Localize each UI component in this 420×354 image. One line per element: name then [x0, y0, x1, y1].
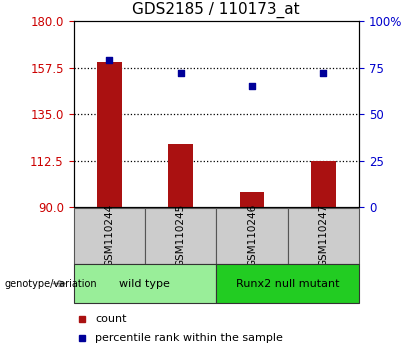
Text: genotype/variation: genotype/variation	[4, 279, 97, 289]
Text: wild type: wild type	[119, 279, 171, 289]
Bar	[311, 161, 336, 207]
Text: GSM110244: GSM110244	[104, 204, 114, 267]
Text: Runx2 null mutant: Runx2 null mutant	[236, 279, 339, 289]
Bar	[216, 264, 359, 303]
Text: percentile rank within the sample: percentile rank within the sample	[95, 333, 283, 343]
Text: GSM110247: GSM110247	[318, 204, 328, 267]
Bar	[168, 144, 193, 207]
Bar	[216, 208, 288, 264]
Bar	[145, 208, 216, 264]
Point	[249, 84, 255, 89]
Point	[177, 70, 184, 76]
Bar	[97, 62, 122, 207]
Bar	[74, 208, 145, 264]
Point	[320, 70, 327, 76]
Bar	[288, 208, 359, 264]
Bar	[74, 264, 216, 303]
Bar	[239, 192, 265, 207]
Point	[106, 57, 113, 63]
Text: count: count	[95, 314, 126, 324]
Text: GSM110246: GSM110246	[247, 204, 257, 267]
Text: GSM110245: GSM110245	[176, 204, 186, 267]
Title: GDS2185 / 110173_at: GDS2185 / 110173_at	[132, 2, 300, 18]
